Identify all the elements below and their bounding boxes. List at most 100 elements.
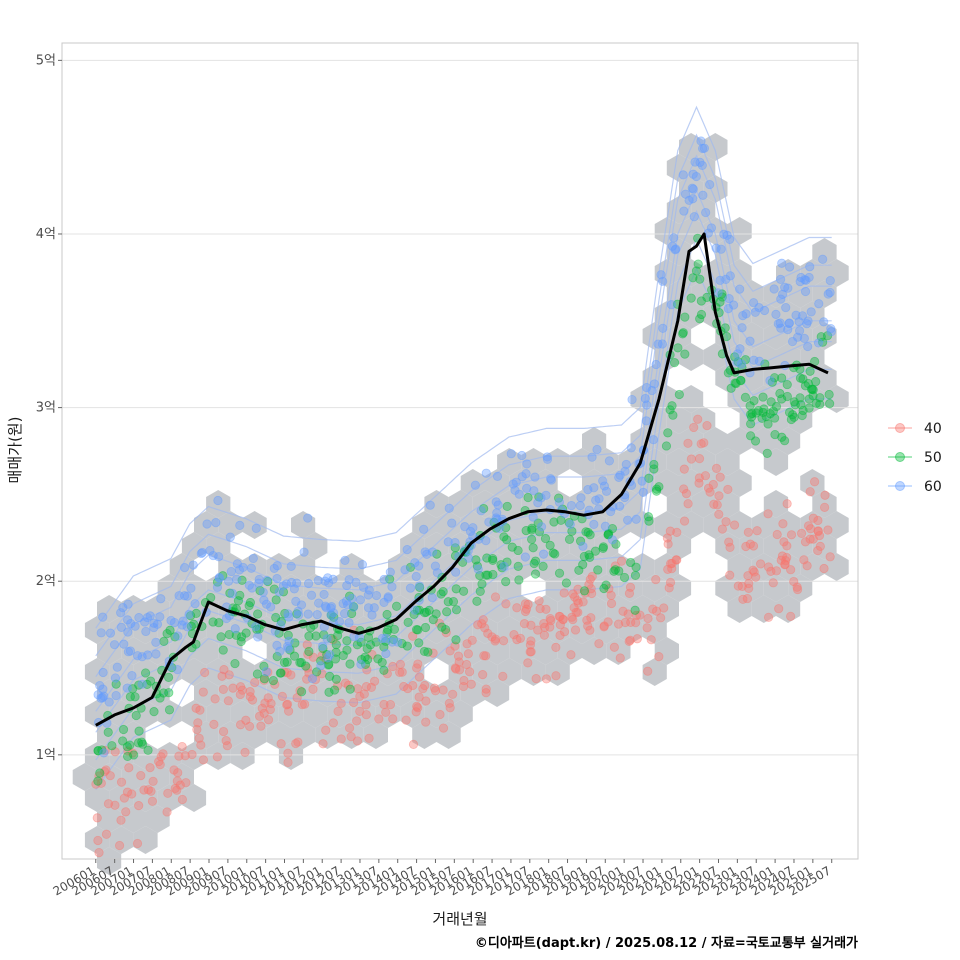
data-point-40 (434, 618, 445, 628)
hexbin-cell (521, 532, 546, 560)
data-point-60 (470, 480, 480, 490)
data-point-60 (578, 541, 588, 551)
data-point-60 (765, 376, 775, 386)
data-point-60 (137, 679, 147, 689)
data-point-60 (184, 609, 194, 619)
hexbin-cell (388, 637, 413, 665)
plot-panel-border (61, 42, 859, 860)
data-point-40 (411, 707, 421, 717)
hexbin-cell (266, 721, 291, 749)
data-point-60 (606, 506, 616, 517)
data-point-60 (447, 518, 457, 528)
data-point-40 (540, 622, 550, 632)
data-point-40 (374, 714, 384, 724)
hexbin-cell (315, 595, 340, 623)
data-point-50 (363, 632, 374, 642)
data-point-60 (680, 189, 691, 199)
data-point-40 (478, 615, 488, 625)
hexbin-cell (388, 553, 413, 581)
data-point-40 (154, 756, 164, 767)
data-point-60 (575, 501, 585, 511)
data-point-60 (283, 643, 293, 654)
data-point-50 (680, 312, 690, 322)
data-point-40 (209, 719, 219, 729)
hexbin-cell (763, 280, 789, 308)
data-point-40 (648, 604, 658, 614)
data-point-60 (776, 323, 786, 333)
data-point-40 (282, 700, 292, 710)
data-point-50 (678, 328, 688, 338)
data-point-40 (665, 577, 676, 588)
data-point-40 (418, 684, 428, 694)
data-point-60 (318, 641, 328, 651)
data-point-50 (481, 570, 491, 580)
hexbin-cell (509, 595, 534, 623)
data-point-60 (732, 349, 743, 359)
data-point-60 (777, 258, 787, 268)
data-point-50 (271, 612, 281, 623)
data-point-60 (326, 610, 336, 620)
data-point-50 (128, 684, 138, 694)
data-point-50 (649, 464, 659, 474)
data-point-40 (606, 590, 616, 600)
hexbin-cell (169, 595, 194, 623)
data-point-60 (604, 456, 614, 466)
data-point-40 (429, 683, 440, 693)
data-point-40 (328, 635, 338, 645)
hexbin-cell (460, 637, 485, 665)
data-point-40 (696, 439, 706, 449)
data-point-40 (263, 715, 274, 725)
data-point-60 (214, 552, 224, 562)
data-point-50 (688, 273, 698, 283)
data-point-50 (583, 527, 593, 538)
data-point-60 (796, 272, 806, 283)
data-point-40 (195, 705, 205, 715)
data-point-60 (351, 577, 361, 587)
data-point-50 (514, 575, 524, 585)
data-point-60 (383, 592, 393, 602)
hexbin-cell (727, 427, 752, 455)
data-point-50 (554, 493, 564, 503)
data-point-40 (451, 664, 461, 674)
data-point-40 (463, 649, 473, 659)
data-point-40 (623, 609, 633, 619)
data-point-40 (708, 479, 718, 490)
data-point-40 (665, 526, 675, 536)
data-point-60 (143, 650, 153, 660)
data-point-40 (236, 682, 246, 692)
data-point-40 (805, 534, 815, 544)
data-point-60 (565, 519, 575, 529)
data-point-40 (520, 606, 531, 617)
data-point-50 (186, 621, 196, 631)
legend-key-point-60 (895, 481, 905, 491)
data-point-50 (538, 561, 548, 571)
data-point-40 (134, 801, 144, 811)
data-point-60 (715, 275, 725, 285)
data-point-60 (491, 497, 501, 507)
data-point-50 (807, 384, 817, 394)
data-point-60 (738, 311, 748, 321)
data-point-40 (606, 598, 617, 609)
data-point-50 (540, 533, 551, 544)
data-point-40 (526, 620, 536, 630)
data-point-50 (717, 292, 727, 302)
hexbin-cell (582, 427, 607, 455)
data-point-40 (388, 714, 398, 724)
data-point-60 (126, 619, 136, 629)
data-point-50 (451, 605, 462, 615)
data-point-60 (649, 379, 660, 389)
data-point-50 (475, 586, 485, 597)
data-point-60 (799, 333, 809, 343)
data-point-50 (214, 618, 224, 628)
data-point-60 (520, 552, 530, 562)
data-point-40 (277, 691, 287, 702)
data-point-40 (328, 718, 338, 728)
data-point-50 (581, 527, 591, 537)
hexbin-cell (436, 721, 461, 749)
hexbin-cell (739, 322, 764, 350)
data-point-40 (237, 685, 247, 695)
data-point-60 (651, 359, 661, 370)
data-point-40 (694, 473, 704, 483)
hexbin-cell (800, 553, 825, 581)
data-point-50 (502, 535, 512, 545)
